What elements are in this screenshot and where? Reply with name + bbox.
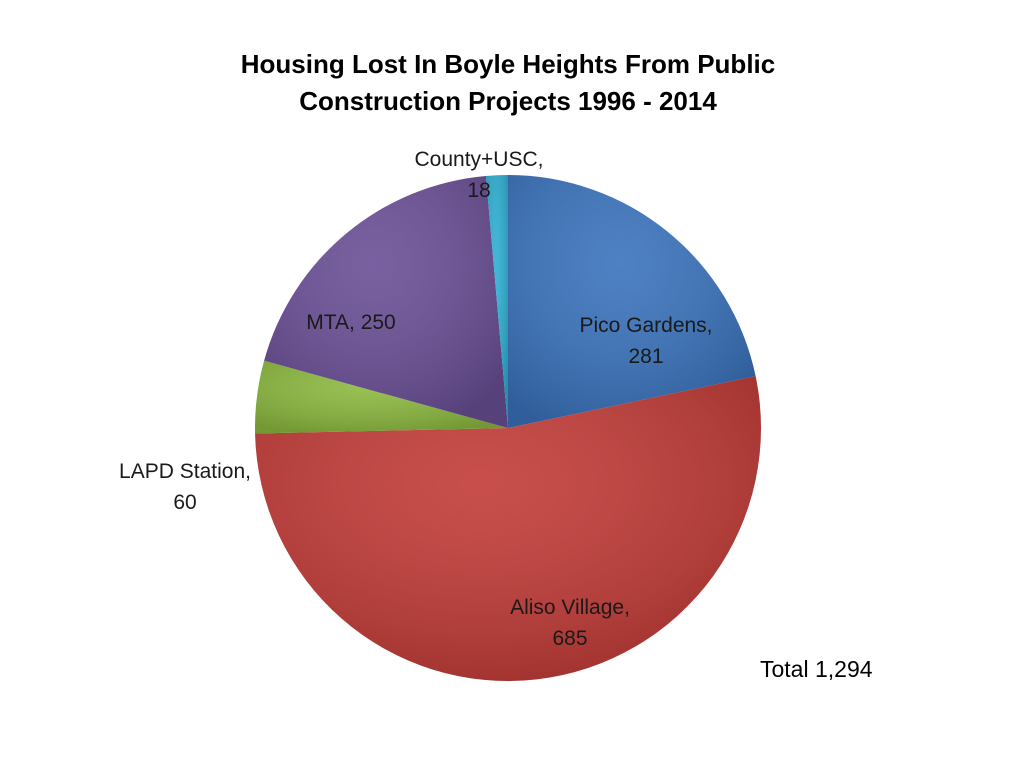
slice-label-mta: MTA, 250	[306, 311, 396, 334]
pie-slice-mta-shading	[264, 175, 508, 428]
pie-slice-county-usc-shading	[485, 175, 508, 428]
pie-slice-lapd-station-shading	[254, 360, 508, 434]
chart-title-line-2: Construction Projects 1996 - 2014	[299, 86, 717, 116]
total-annotation: Total 1,294	[760, 656, 873, 682]
pie-slice-pico-gardens-shading	[508, 175, 756, 428]
slice-label-county-usc: County+USC, 18	[414, 148, 544, 202]
chart-title: Housing Lost In Boyle Heights From Publi…	[0, 46, 1016, 120]
slice-label-pico-gardens: Pico Gardens, 281	[579, 314, 713, 368]
pie-slice-aliso-village-shading	[255, 376, 761, 681]
slice-label-aliso-village: Aliso Village, 685	[510, 596, 630, 650]
chart-title-line-1: Housing Lost In Boyle Heights From Publi…	[240, 49, 776, 79]
slice-label-lapd-station: LAPD Station, 60	[119, 460, 251, 514]
